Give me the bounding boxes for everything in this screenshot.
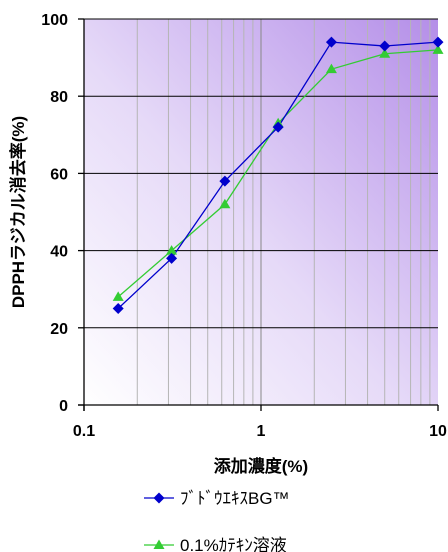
y-tick-label: 0 [59, 398, 68, 415]
x-axis-title: 添加濃度(%) [214, 456, 308, 476]
y-axis-title: DPPHラジカル消去率(%) [8, 116, 28, 308]
x-tick-label: 1 [257, 423, 266, 440]
legend-label: 0.1%ｶﾃｷﾝ溶液 [180, 536, 287, 552]
data-point [112, 303, 124, 314]
legend-marker [153, 492, 165, 504]
data-point [379, 40, 391, 52]
tick-labels: 0 20 40 60 80 100 0.1 1 10 [41, 12, 447, 440]
series-markers [112, 36, 444, 314]
y-tick-label: 100 [41, 12, 68, 29]
data-point [166, 252, 178, 264]
data-point [432, 36, 444, 48]
data-point [166, 245, 178, 255]
y-tick-label: 40 [50, 244, 68, 261]
y-tick-label: 20 [50, 321, 68, 338]
data-point [112, 291, 124, 301]
axes [78, 18, 439, 411]
legend: ﾌﾞﾄﾞｳｴｷｽBG™ 0.1%ｶﾃｷﾝ溶液 [144, 489, 290, 552]
data-point [219, 175, 231, 187]
y-tick-label: 80 [50, 89, 68, 106]
data-point [272, 121, 284, 133]
x-tick-label: 0.1 [73, 423, 95, 440]
data-point [325, 36, 337, 48]
data-point [325, 63, 337, 74]
legend-marker [153, 539, 165, 549]
data-point [219, 198, 231, 209]
x-tick-label: 10 [429, 423, 447, 440]
data-point [379, 48, 391, 58]
gridlines [83, 18, 438, 405]
data-point [432, 44, 444, 54]
legend-label: ﾌﾞﾄﾞｳｴｷｽBG™ [180, 489, 290, 508]
y-tick-label: 60 [50, 166, 68, 183]
